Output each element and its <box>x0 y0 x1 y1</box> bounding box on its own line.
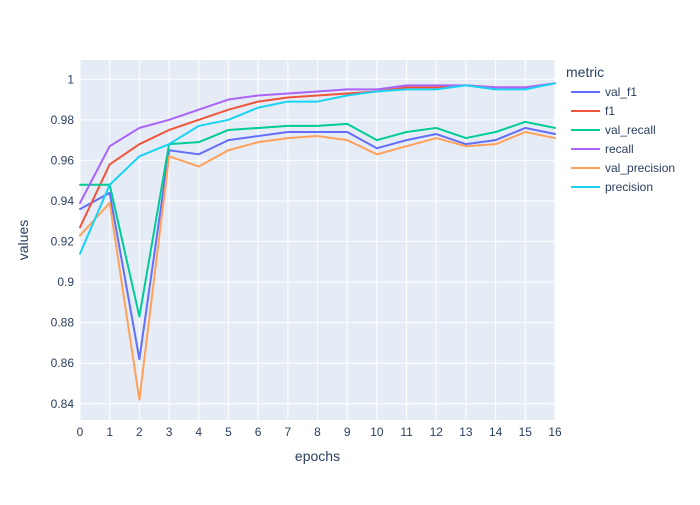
legend-label: val_precision <box>605 161 675 175</box>
x-tick-label: 16 <box>548 425 562 439</box>
series-line-val-precision <box>79 131 556 401</box>
legend-title: metric <box>566 64 604 80</box>
legend-label: val_f1 <box>605 85 637 99</box>
x-tick-label: 15 <box>519 425 533 439</box>
x-tick-label: 4 <box>195 425 202 439</box>
legend-label: val_recall <box>605 123 656 137</box>
y-tick-label: 0.98 <box>51 113 75 127</box>
x-tick-label: 9 <box>344 425 351 439</box>
y-tick-labels: 0.84 0.86 0.88 0.9 0.92 0.94 0.96 0.98 1 <box>51 72 75 411</box>
x-tick-label: 8 <box>314 425 321 439</box>
x-tick-label: 5 <box>225 425 232 439</box>
x-tick-label: 6 <box>255 425 262 439</box>
y-tick-label: 0.88 <box>51 316 75 330</box>
series-line-val-f1 <box>79 126 556 361</box>
series-line-val-recall <box>79 120 556 318</box>
y-tick-label: 0.96 <box>51 153 75 167</box>
y-tick-label: 1 <box>67 72 74 86</box>
x-tick-label: 3 <box>166 425 173 439</box>
legend-label: precision <box>605 180 653 194</box>
x-tick-label: 0 <box>77 425 84 439</box>
x-tick-label: 14 <box>489 425 503 439</box>
x-tick-label: 10 <box>370 425 384 439</box>
y-gridlines <box>80 78 555 405</box>
y-tick-label: 0.92 <box>51 235 75 249</box>
x-tick-label: 13 <box>459 425 473 439</box>
x-axis-title: epochs <box>295 448 340 464</box>
x-tick-labels: 0 1 2 3 4 5 6 7 8 9 10 11 12 13 14 15 16 <box>77 425 562 439</box>
y-tick-label: 0.9 <box>57 275 74 289</box>
x-tick-label: 7 <box>284 425 291 439</box>
series-lines <box>79 82 556 401</box>
x-tick-label: 2 <box>136 425 143 439</box>
y-tick-label: 0.84 <box>51 397 75 411</box>
legend-label: f1 <box>605 104 615 118</box>
y-axis-title: values <box>15 220 31 260</box>
y-tick-label: 0.86 <box>51 356 75 370</box>
legend-label: recall <box>605 142 634 156</box>
y-tick-label: 0.94 <box>51 194 75 208</box>
x-tick-label: 11 <box>400 425 413 439</box>
x-tick-label: 1 <box>106 425 113 439</box>
x-tick-label: 12 <box>430 425 444 439</box>
series-line-precision <box>79 82 556 255</box>
